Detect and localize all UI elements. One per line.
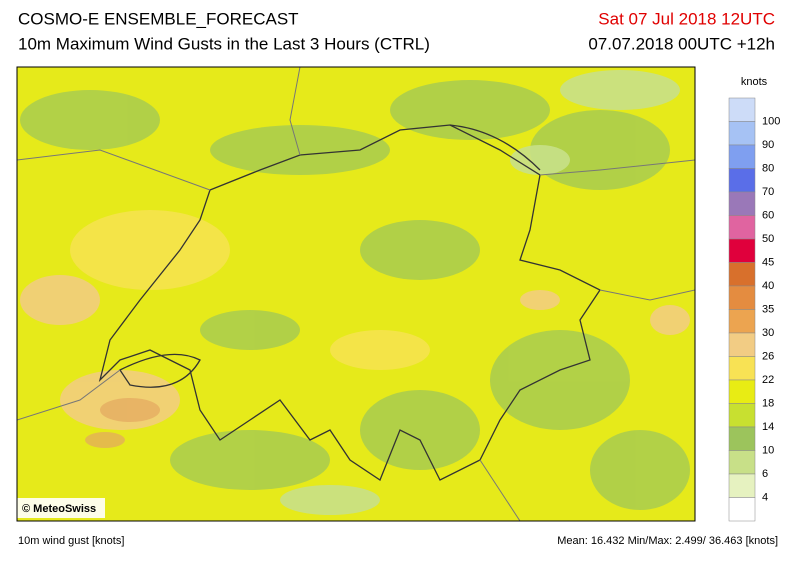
subtitle: 10m Maximum Wind Gusts in the Last 3 Hou… <box>18 34 430 53</box>
legend-swatch <box>728 473 756 498</box>
valid-date: Sat 07 Jul 2018 12UTC <box>598 9 775 28</box>
legend-swatch <box>728 215 756 240</box>
legend-label: 100 <box>762 115 780 127</box>
legend-label: 18 <box>762 397 774 409</box>
run-info: 07.07.2018 00UTC +12h <box>588 34 775 53</box>
legend-label: 30 <box>762 327 774 339</box>
legend-swatch <box>728 168 756 193</box>
legend-label: 40 <box>762 280 774 292</box>
legend-label: 10 <box>762 444 774 456</box>
legend-label: 70 <box>762 186 774 198</box>
legend-label: 35 <box>762 303 774 315</box>
legend-label: 26 <box>762 350 774 362</box>
legend-swatch <box>728 97 756 122</box>
legend-swatch <box>728 238 756 263</box>
legend-swatch <box>728 426 756 451</box>
legend-label: 45 <box>762 256 774 268</box>
legend-label: 60 <box>762 209 774 221</box>
legend-swatch <box>728 262 756 287</box>
legend-label: 22 <box>762 374 774 386</box>
legend-swatch <box>728 121 756 146</box>
legend-swatch <box>728 191 756 216</box>
credit: © MeteoSwiss <box>22 503 96 515</box>
footer-right: Mean: 16.432 Min/Max: 2.499/ 36.463 [kno… <box>557 535 778 547</box>
legend-swatch <box>728 144 756 169</box>
legend-label: 50 <box>762 233 774 245</box>
legend-swatch <box>728 497 756 522</box>
legend-unit: knots <box>741 76 768 88</box>
legend-swatch <box>728 403 756 428</box>
legend-label: 4 <box>762 491 768 503</box>
legend-swatch <box>728 332 756 357</box>
legend-label: 90 <box>762 139 774 151</box>
legend-swatch <box>728 379 756 404</box>
legend-label: 80 <box>762 162 774 174</box>
legend-label: 6 <box>762 468 768 480</box>
legend-swatch <box>728 309 756 334</box>
legend-label: 14 <box>762 421 774 433</box>
footer-left: 10m wind gust [knots] <box>18 535 124 547</box>
map: © MeteoSwiss <box>17 67 695 521</box>
legend: 100 90 80 70 60 50 45 40 35 30 26 22 18 14 10 6 4 <box>728 97 780 522</box>
legend-swatch <box>728 450 756 475</box>
title: COSMO-E ENSEMBLE_FORECAST <box>18 9 299 28</box>
legend-swatch <box>728 356 756 381</box>
legend-swatch <box>728 285 756 310</box>
